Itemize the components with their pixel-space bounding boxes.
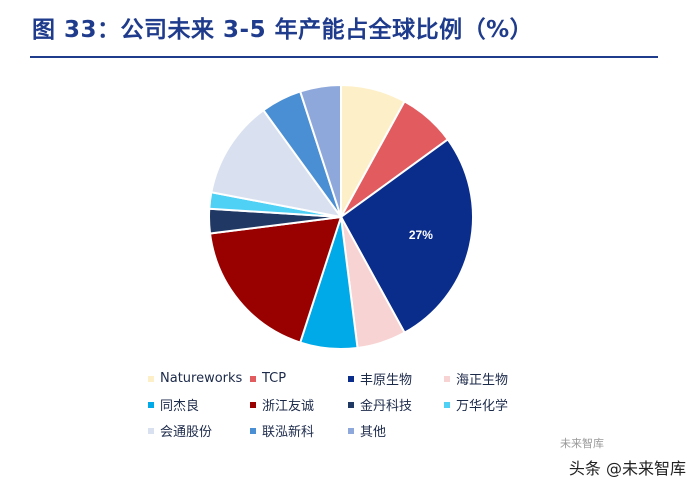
legend-label: 同杰良	[160, 399, 200, 414]
pie-slice-2	[339, 138, 474, 335]
legend-label: 其他	[360, 425, 387, 440]
legend-swatch	[250, 427, 256, 434]
title-divider	[30, 56, 658, 58]
legend-item-4: 同杰良	[148, 396, 246, 414]
legend-swatch	[148, 401, 154, 408]
watermark: 头条 @未来智库	[568, 459, 686, 478]
legend-swatch	[148, 427, 154, 434]
pie-slice-8	[210, 108, 344, 219]
legend-item-10: 其他	[348, 422, 440, 440]
legend-item-8: 会通股份	[148, 422, 246, 440]
legend-label: 万华化学	[456, 399, 509, 414]
legend-item-7: 万华化学	[444, 396, 544, 414]
legend-swatch	[444, 401, 450, 408]
legend-swatch	[250, 401, 256, 408]
pie-data-label-2: 27%	[409, 228, 433, 242]
legend-item-0: Natureworks	[148, 370, 246, 387]
legend-swatch	[348, 375, 354, 382]
legend-swatch	[348, 401, 354, 408]
legend-item-6: 金丹科技	[348, 396, 440, 414]
legend-item-5: 浙江友诚	[250, 396, 344, 414]
watermark-logo: 未来智库	[560, 437, 604, 450]
legend-label: 海正生物	[456, 373, 509, 388]
legend-item-1: TCP	[250, 370, 344, 387]
legend-label: 联泓新科	[262, 425, 315, 440]
legend-label: 会通股份	[160, 425, 213, 440]
legend-label: 金丹科技	[360, 399, 413, 414]
legend-label: TCP	[262, 371, 287, 386]
legend-label: 浙江友诚	[262, 399, 315, 414]
legend-label: Natureworks	[160, 371, 243, 386]
legend-label: 丰原生物	[360, 373, 413, 388]
legend-swatch	[348, 427, 354, 434]
legend-item-2: 丰原生物	[348, 370, 440, 388]
legend-item-9: 联泓新科	[250, 422, 344, 440]
pie-slice-5	[208, 215, 343, 344]
legend-swatch	[444, 375, 450, 382]
legend-swatch	[250, 375, 256, 382]
pie-slice-10	[298, 83, 342, 218]
legend-swatch	[148, 375, 154, 382]
chart-title: 图 33：公司未来 3-5 年产能占全球比例（%）	[32, 17, 534, 43]
chart-legend: Natureworks TCP 丰原生物 海正生物同杰良 浙江友诚 金丹科技 万华化学会通股…	[148, 370, 568, 440]
legend-item-3: 海正生物	[444, 370, 544, 388]
